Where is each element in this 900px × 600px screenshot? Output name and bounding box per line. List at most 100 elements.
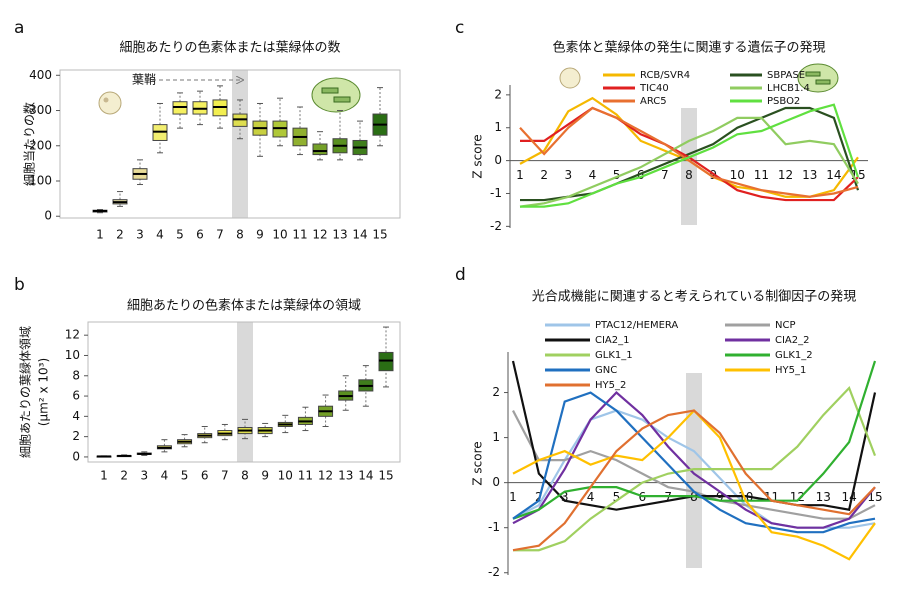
x-tick-label: 15 — [867, 490, 882, 504]
legend-label: PSBO2 — [767, 96, 800, 107]
y-tick-label: 2 — [494, 87, 502, 101]
icon-detail — [805, 71, 821, 77]
x-tick-label: 13 — [332, 228, 347, 242]
x-tick-label: 5 — [613, 168, 621, 182]
x-tick-label: 11 — [292, 228, 307, 242]
y-tick-label: -2 — [488, 565, 500, 579]
x-tick-label: 8 — [685, 168, 693, 182]
proplastid-icon — [98, 91, 122, 115]
line-series — [512, 391, 876, 529]
chart-title: 細胞あたりの色素体または葉緑体の数 — [119, 40, 340, 56]
line-series — [519, 116, 859, 208]
x-tick-label: 4 — [589, 168, 597, 182]
y-tick-label: 0 — [44, 209, 52, 223]
x-tick-label: 1 — [516, 168, 524, 182]
x-tick-label: 14 — [358, 469, 373, 483]
x-tick-label: 3 — [140, 469, 148, 483]
x-tick-label: 8 — [236, 228, 244, 242]
icon-detail — [333, 96, 351, 103]
x-tick-label: 9 — [261, 469, 269, 483]
legend-label: CIA2_2 — [775, 335, 810, 346]
x-tick-label: 3 — [564, 168, 572, 182]
chloroplast-icon — [797, 63, 839, 93]
legend-label: CIA2_1 — [595, 335, 630, 346]
y-tick-label: 0 — [494, 153, 502, 167]
panel-label: b — [14, 275, 25, 295]
x-tick-label: 14 — [826, 168, 841, 182]
legend-label: PTAC12/HEMERA — [595, 320, 678, 331]
legend-label: HY5_1 — [775, 365, 806, 376]
x-tick-label: 4 — [161, 469, 169, 483]
y-tick-label: 1 — [494, 120, 502, 134]
legend-label: HY5_2 — [595, 380, 626, 391]
legend-label: TIC40 — [639, 83, 669, 94]
line-series — [512, 360, 877, 520]
chart-title: 光合成機能に関連すると考えられている制御因子の発現 — [532, 290, 857, 305]
panel-label: c — [455, 18, 464, 38]
x-tick-label: 10 — [272, 228, 287, 242]
legend-label: SBPASE — [767, 70, 805, 81]
y-tick-label: 1 — [492, 430, 500, 444]
x-tick-label: 14 — [352, 228, 367, 242]
highlight-band — [686, 373, 702, 568]
x-tick-label: 8 — [241, 469, 249, 483]
x-tick-label: 5 — [613, 490, 621, 504]
legend-label: RCB/SVR4 — [640, 70, 690, 81]
x-tick-label: 4 — [587, 490, 595, 504]
x-tick-label: 3 — [561, 490, 569, 504]
line-series — [520, 106, 860, 202]
chart-title: 色素体と葉緑体の発生に関連する遺伝子の発現 — [552, 40, 825, 56]
panel-label: d — [455, 265, 466, 285]
x-tick-label: 11 — [754, 168, 769, 182]
legend-label: GLK1_1 — [595, 350, 633, 361]
x-tick-label: 5 — [176, 228, 184, 242]
plot-frame — [87, 321, 401, 463]
legend-label: GNC — [595, 365, 617, 376]
x-tick-label: 2 — [540, 168, 548, 182]
x-tick-label: 1 — [100, 469, 108, 483]
x-tick-label: 3 — [136, 228, 144, 242]
y-axis-label: 細胞あたりの葉緑体領域 — [18, 326, 33, 458]
x-tick-label: 11 — [298, 469, 313, 483]
icon-detail — [321, 87, 339, 94]
x-tick-label: 1 — [509, 490, 517, 504]
line-series — [512, 391, 876, 534]
y-tick-label: 10 — [65, 348, 80, 362]
y-tick-label: 4 — [72, 409, 80, 423]
box — [378, 351, 394, 372]
y-axis-label: 細胞当たりの数 — [22, 102, 37, 186]
x-tick-label: 2 — [120, 469, 128, 483]
x-tick-label: 14 — [842, 490, 857, 504]
y-tick-label: -1 — [490, 186, 502, 200]
annotation: 葉鞘 — [132, 73, 156, 87]
y-tick-label: 300 — [29, 103, 52, 117]
x-tick-label: 10 — [730, 168, 745, 182]
panel-label: a — [14, 18, 24, 38]
line-series — [512, 409, 876, 552]
plot-frame — [59, 69, 401, 219]
x-tick-label: 12 — [778, 168, 793, 182]
x-tick-label: 6 — [201, 469, 209, 483]
x-tick-label: 2 — [116, 228, 124, 242]
legend-label: GLK1_2 — [775, 350, 813, 361]
line-series — [513, 386, 877, 552]
plastid-icons — [98, 63, 839, 115]
legend-label: LHCB1.4 — [767, 83, 810, 94]
y-tick-label: 6 — [72, 389, 80, 403]
x-tick-label: 9 — [709, 168, 717, 182]
x-tick-label: 6 — [637, 168, 645, 182]
highlight-band — [237, 322, 253, 462]
line-series — [519, 106, 859, 198]
x-tick-label: 15 — [372, 228, 387, 242]
y-tick-label: 200 — [29, 138, 52, 152]
x-tick-label: 13 — [338, 469, 353, 483]
x-tick-label: 9 — [256, 228, 264, 242]
line-series — [520, 103, 860, 208]
x-tick-label: 15 — [378, 469, 393, 483]
y-tick-label: 2 — [72, 429, 80, 443]
